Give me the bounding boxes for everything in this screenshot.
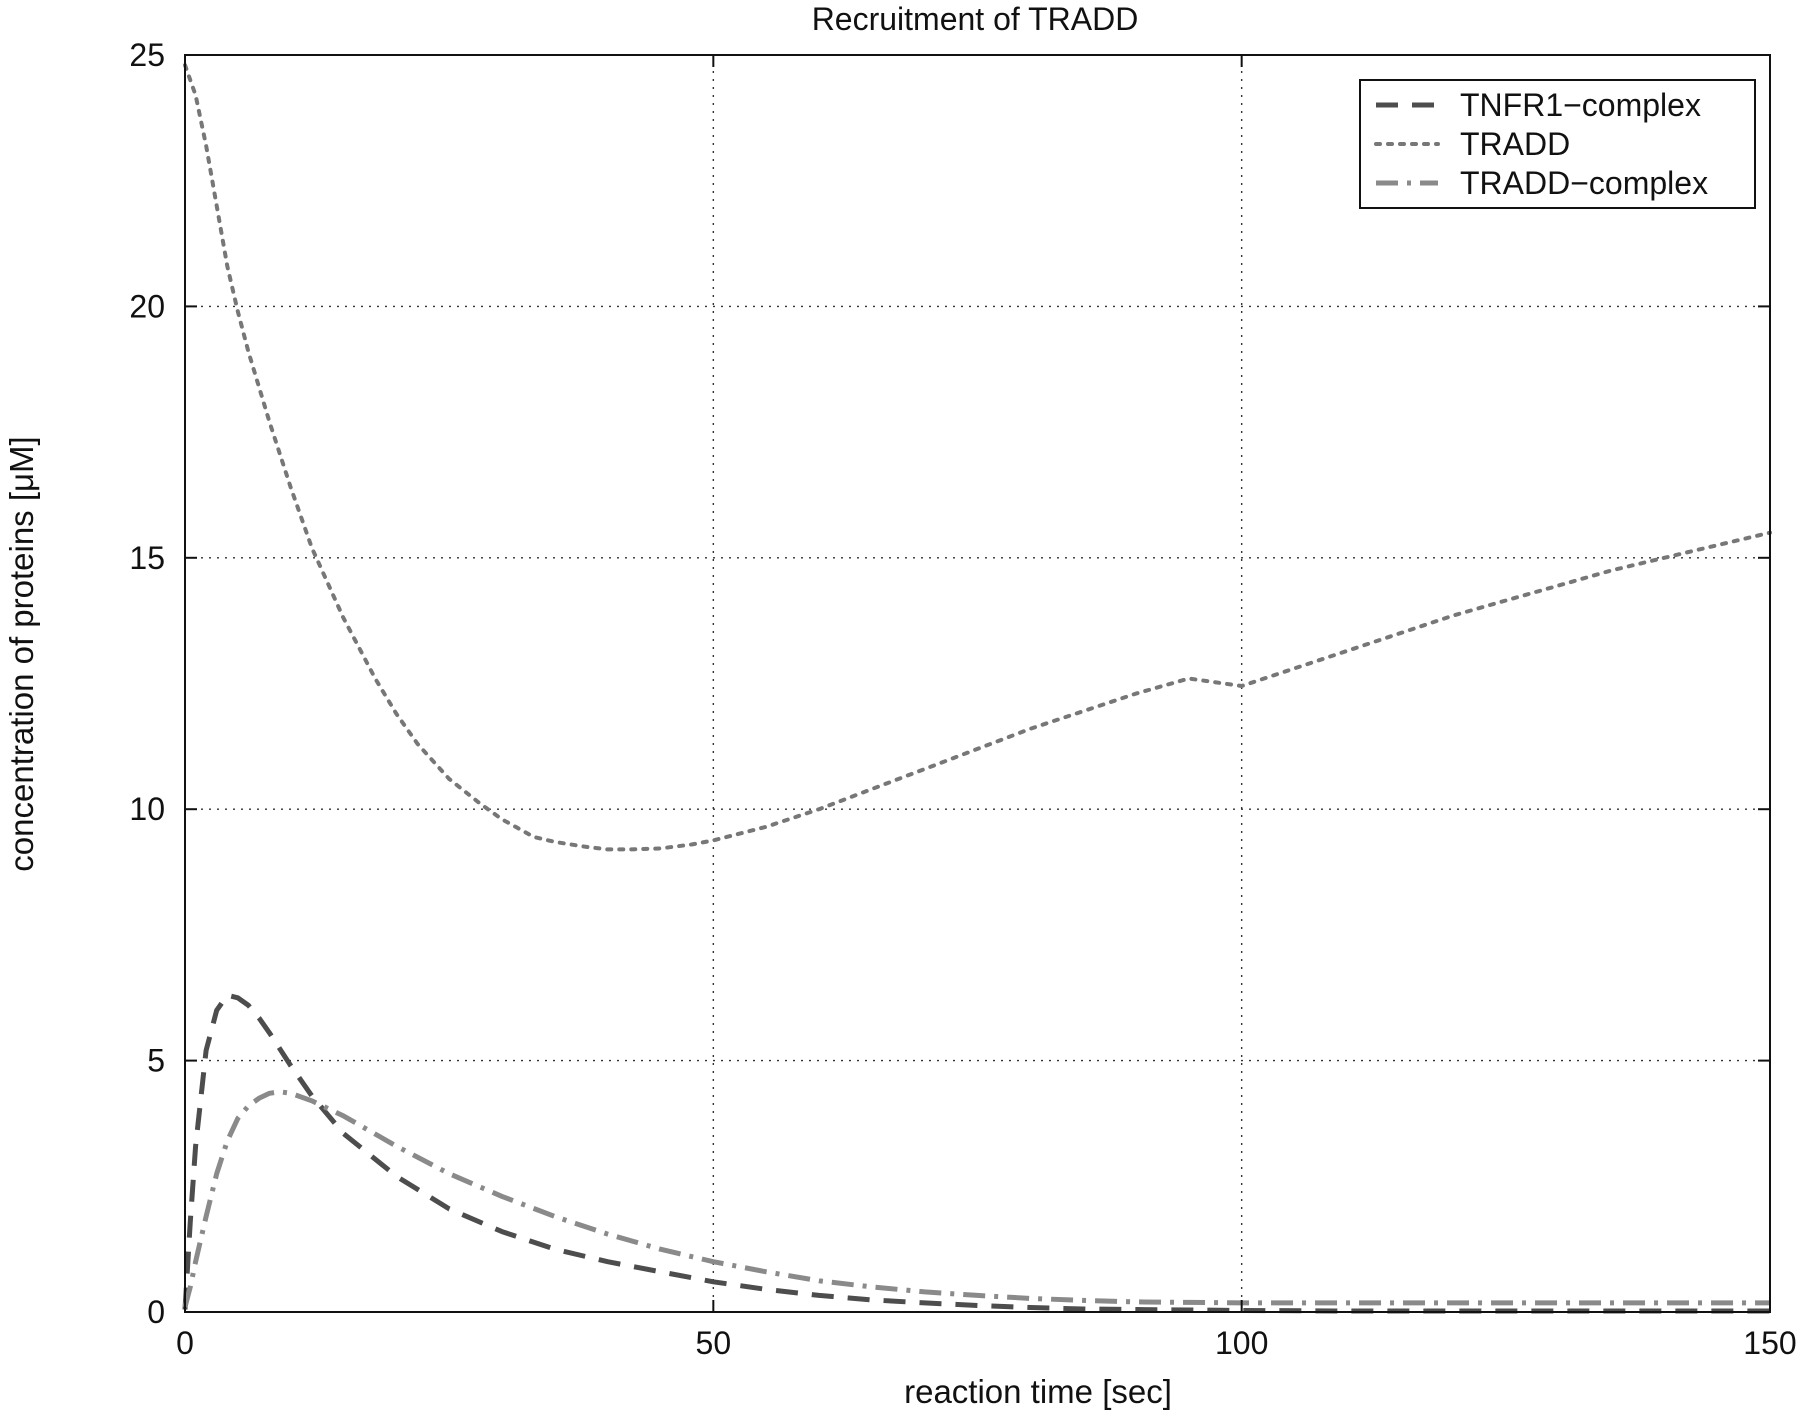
legend-label-1: TRADD bbox=[1460, 126, 1570, 162]
x-tick-label: 0 bbox=[176, 1325, 194, 1361]
y-tick-label: 10 bbox=[129, 791, 165, 827]
series-line-0 bbox=[182, 992, 1770, 1314]
y-tick-label: 15 bbox=[129, 540, 165, 576]
chart-title: Recruitment of TRADD bbox=[812, 1, 1139, 37]
y-tick-label: 25 bbox=[129, 37, 165, 73]
series-layer bbox=[182, 63, 1772, 1314]
x-tick-label: 100 bbox=[1215, 1325, 1268, 1361]
series-line-1 bbox=[183, 63, 1772, 852]
series-line-2 bbox=[182, 1089, 1770, 1308]
y-tick-label: 20 bbox=[129, 288, 165, 324]
grid bbox=[185, 55, 1770, 1312]
plot-frame bbox=[184, 54, 1771, 1313]
x-tick-label: 50 bbox=[696, 1325, 732, 1361]
legend-label-0: TNFR1−complex bbox=[1460, 87, 1701, 123]
ticks: 0 50 100 150 0 5 10 15 20 25 bbox=[129, 37, 1796, 1361]
x-tick-label: 150 bbox=[1743, 1325, 1796, 1361]
x-axis-label: reaction time [sec] bbox=[904, 1373, 1172, 1410]
legend-label-2: TRADD−complex bbox=[1460, 165, 1708, 201]
y-tick-label: 0 bbox=[147, 1294, 165, 1330]
y-tick-label: 5 bbox=[147, 1043, 165, 1079]
y-axis-label: concentration of proteins [μM] bbox=[3, 436, 40, 871]
